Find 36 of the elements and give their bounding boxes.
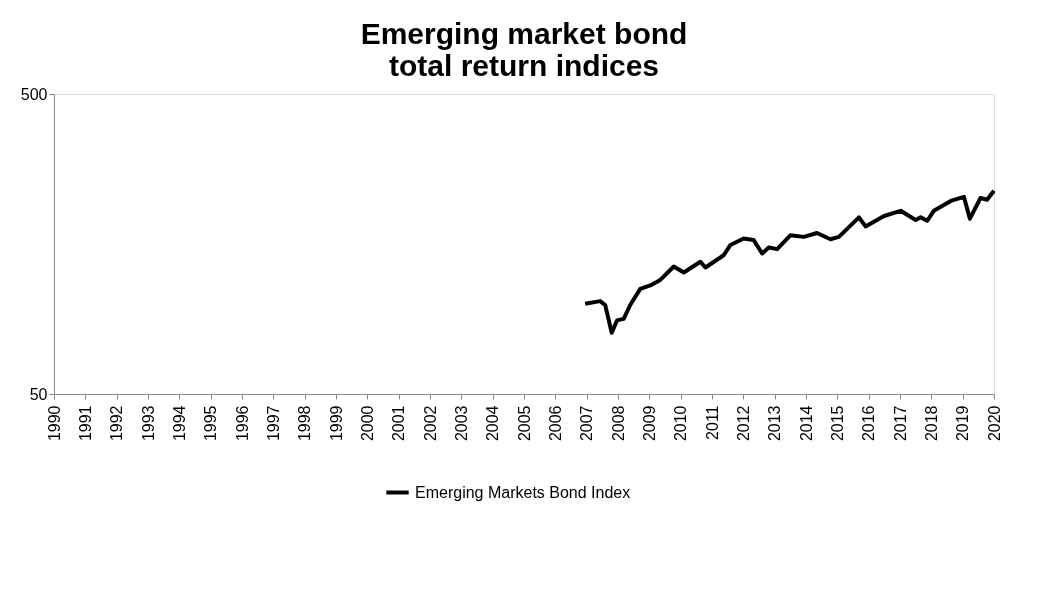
x-tick-label: 2008 — [609, 405, 627, 442]
x-tick-label: 2014 — [797, 405, 815, 442]
legend-label: Emerging Markets Bond Index — [415, 483, 631, 501]
x-tick-label: 1992 — [108, 405, 126, 442]
x-tick-label: 1991 — [76, 405, 94, 442]
x-tick-label: 2007 — [578, 405, 596, 442]
x-tick-label: 2011 — [703, 405, 721, 440]
x-tick-label: 2012 — [734, 405, 752, 442]
line-series — [583, 188, 996, 335]
x-tick-label: 1995 — [202, 405, 220, 442]
x-tick-label: 2004 — [484, 405, 502, 442]
x-tick-label: 2015 — [828, 405, 846, 442]
x-tick-label: 1990 — [45, 405, 63, 442]
x-tick-label: 2005 — [515, 405, 533, 442]
x-tick-label: 2020 — [985, 405, 1003, 442]
x-tick-label: 1994 — [170, 405, 188, 442]
x-tick-label: 2016 — [860, 405, 878, 442]
x-tick-label: 2013 — [766, 405, 784, 442]
x-tick-label: 1998 — [296, 405, 314, 442]
x-tick-label: 2009 — [640, 405, 658, 442]
x-tick-label: 2017 — [891, 405, 909, 442]
y-tick-label: 50 — [29, 385, 48, 403]
x-tick-label: 1997 — [264, 405, 282, 442]
x-tick-label: 1993 — [139, 405, 157, 442]
x-tick-label: 1996 — [233, 405, 251, 442]
x-tick-label: 2018 — [922, 405, 940, 442]
x-tick-label: 1999 — [327, 405, 345, 442]
x-tick-label: 2000 — [358, 405, 376, 442]
x-tick-label: 2019 — [954, 405, 972, 442]
x-tick-label: 2001 — [390, 405, 408, 442]
x-tick-label: 2002 — [421, 405, 439, 442]
x-tick-label: 2003 — [452, 405, 470, 442]
x-tick-label: 2006 — [546, 405, 564, 442]
y-tick-label: 500 — [20, 85, 48, 103]
chart-title: Emerging market bond total return indices — [360, 17, 688, 82]
x-tick-label: 2010 — [672, 405, 690, 442]
